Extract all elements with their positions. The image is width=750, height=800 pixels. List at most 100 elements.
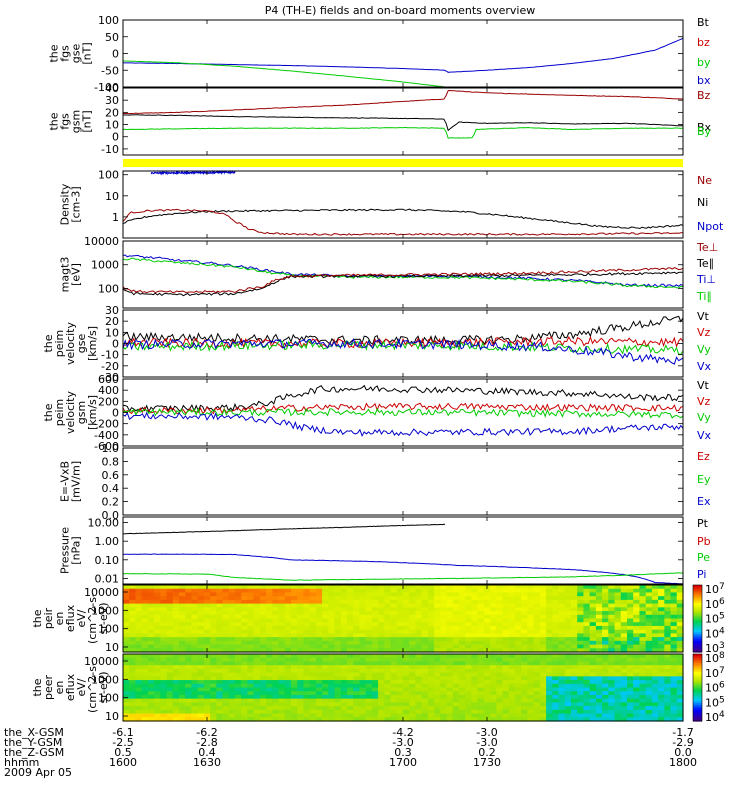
y-tick-label: -100	[94, 81, 119, 94]
chart-title: P4 (TH-E) fields and on-board moments ov…	[265, 4, 536, 17]
y-axis-label-line: (cm^2-s-	[86, 662, 99, 713]
y-tick-label: 10000	[84, 235, 119, 248]
y-axis-label-line: the	[48, 44, 61, 62]
legend-entry-Ez: Ez	[697, 450, 710, 463]
legend-entry-Vx: Vx	[697, 429, 712, 442]
series-Ni-line	[122, 208, 684, 230]
y-axis-label-line: sr-eV)	[97, 671, 110, 703]
colorbar-tick-label: 107	[705, 666, 725, 680]
series-Vy-line	[122, 407, 684, 419]
panel-pressure: 10.00 1.00 0.10 0.01 Pt Pb Pe Pi Pressure[nPa]	[59, 516, 711, 585]
y-tick-label: 30	[105, 304, 119, 317]
y-tick-label: 1	[112, 211, 119, 224]
legend-entry-Vz: Vz	[697, 326, 711, 339]
y-tick-label: 20	[105, 106, 119, 119]
y-tick-label: 200	[98, 395, 119, 408]
y-ticks: 100 10 1	[98, 169, 683, 224]
series-Npot-line	[150, 169, 236, 176]
y-axis-label-line: eV/	[75, 609, 88, 627]
panel-strip	[123, 159, 683, 167]
x-axis-value: 0.5	[114, 746, 132, 759]
x-axis-value: -2.5	[112, 736, 133, 749]
y-tick-label: -200	[94, 418, 119, 431]
y-tick-label: -600	[94, 440, 119, 453]
y-axis-label-line: fgs	[59, 113, 72, 130]
y-tick-label: 1.0	[102, 442, 120, 455]
colorbar-tick-label: 106	[705, 597, 725, 611]
legend: Pt Pb Pe Pi	[697, 517, 711, 581]
series-Ti⊥-line	[122, 254, 684, 288]
panel-density: 100 10 1 Ne Ni Npot Density[cm-3]	[59, 169, 724, 239]
series-bx-line	[122, 37, 684, 73]
y-tick-label: -20	[101, 360, 119, 373]
panel-temperature: 10000 1000 100 Te⊥ Te∥ Ti⊥ Ti∥ magt3[eV]	[59, 235, 718, 309]
series-group	[122, 169, 684, 236]
series-Vz-line	[122, 402, 684, 415]
y-axis-label-line: peim	[53, 399, 66, 427]
legend: Te⊥ Te∥ Ti⊥ Ti∥	[696, 241, 718, 303]
y-axis-label-line: velocity	[64, 322, 77, 365]
colorbar-tick-label: 107	[705, 582, 725, 596]
x-axis-value: -4.2	[392, 726, 413, 739]
legend: Ne Ni Npot	[697, 174, 724, 233]
y-tick-label: 10000	[84, 586, 119, 599]
y-axis-label-line: [km/s]	[86, 326, 99, 361]
y-axis-label-line: [nPa]	[70, 536, 83, 564]
y-axis-label-line: eflux	[64, 604, 77, 632]
x-axis-value: 0.2	[478, 746, 496, 759]
y-tick-label: 0.4	[102, 482, 120, 495]
x-axis-value: -3.0	[476, 736, 497, 749]
panels: 100500-50-100Btbzbybxthefgsgse[nT]403020…	[31, 14, 725, 724]
legend-entry-Npot: Npot	[697, 220, 724, 233]
y-axis-label-line: (cm^2-s-	[86, 593, 99, 644]
x-axis-value: -1.7	[672, 726, 693, 739]
y-tick-label: 10	[105, 190, 119, 203]
y-tick-label: -10	[101, 143, 119, 156]
legend-entry-Pi: Pi	[697, 568, 706, 581]
y-tick-label: 40	[105, 82, 119, 95]
y-tick-label: -50	[101, 64, 119, 77]
legend: Vt Vz Vy Vx	[697, 310, 712, 373]
y-tick-label: 0	[112, 338, 119, 351]
y-tick-label: 0	[112, 407, 119, 420]
y-tick-label: 400	[98, 384, 119, 397]
series-group	[122, 37, 684, 88]
spectrogram	[123, 654, 684, 722]
y-tick-label: 0.01	[95, 572, 120, 585]
x-axis-value: -3.0	[392, 736, 413, 749]
legend-entry-Bt: Bt	[697, 16, 710, 29]
x-axis-value: -2.8	[196, 736, 217, 749]
y-tick-label: -30	[101, 371, 119, 384]
x-axis-value: 0.4	[198, 746, 216, 759]
series-Bz-line	[123, 89, 684, 115]
legend-entry-Vt: Vt	[697, 310, 710, 323]
spectrogram	[123, 585, 684, 653]
x-axis-row-label: the_Z-GSM	[4, 746, 64, 759]
y-tick-label: 50	[105, 31, 119, 44]
colorbar-tick-label: 105	[705, 612, 725, 626]
y-axis-label-line: velocity	[64, 391, 77, 434]
y-ticks: 10000 1000 100 10	[84, 586, 128, 654]
y-tick-label: -400	[94, 429, 119, 442]
legend: Bt bz by bx	[697, 16, 711, 87]
legend-entry-Ex: Ex	[697, 495, 711, 508]
legend-entry-Te∥: Te∥	[696, 257, 714, 270]
y-axis-label-line: the	[48, 112, 61, 130]
series-Bt-line	[123, 114, 684, 132]
series-Vx-line	[122, 411, 684, 438]
legend-entry-Ey: Ey	[697, 473, 711, 486]
legend-entry-Vy: Vy	[697, 411, 711, 424]
y-tick-label: 10	[105, 119, 119, 132]
y-axis-label-line: magt3	[59, 257, 72, 293]
y-tick-label: 1000	[91, 259, 119, 272]
series-Vt-line	[122, 384, 684, 413]
y-axis-label-line: [cm-3]	[70, 186, 83, 222]
y-axis-label-line: sr-eV)	[97, 602, 110, 634]
y-tick-label: 0	[112, 131, 119, 144]
y-tick-label: 600	[98, 373, 119, 386]
